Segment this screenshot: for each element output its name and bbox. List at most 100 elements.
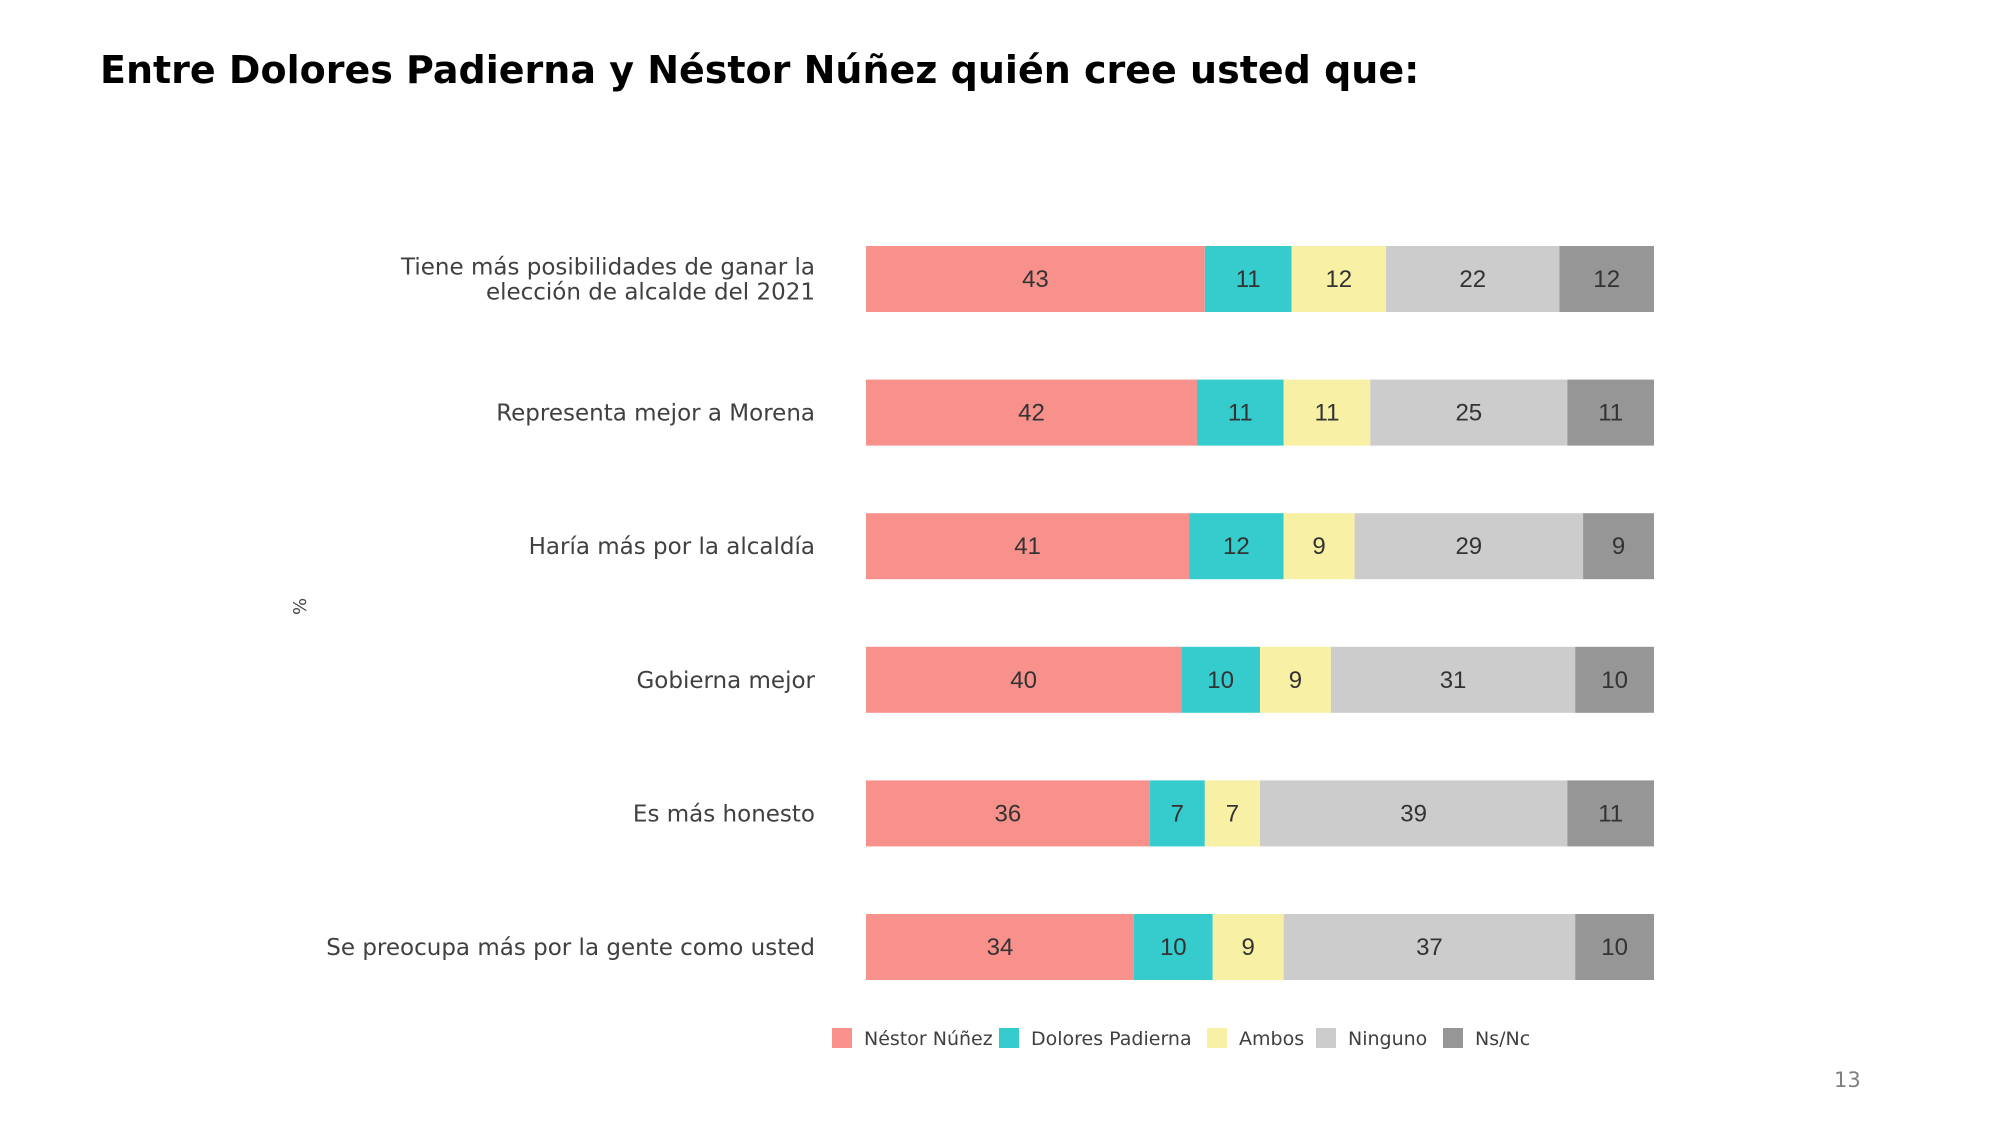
bars-layer: 43 11 12 22 12 42 11 11 25 11 41 12 9 29 9 40 10 9 31 10 36 7… [866, 246, 1654, 980]
data-label: 22 [1459, 266, 1486, 293]
category-label: Se preocupa más por la gente como usted [326, 935, 815, 961]
bar-segment-ns-nc [1575, 914, 1654, 980]
bar-row: 42 11 11 25 11 [866, 379, 1654, 446]
data-label: 9 [1289, 667, 1302, 694]
data-label: 12 [1223, 533, 1250, 560]
data-label: 11 [1598, 800, 1623, 827]
legend-label: Dolores Padierna [1031, 1028, 1192, 1050]
data-label: 10 [1160, 934, 1187, 961]
category-label-line: Tiene más posibilidades de ganar la [400, 255, 815, 281]
legend-item: Ns/Nc [1443, 1028, 1530, 1050]
bar-segment-ninguno [1370, 379, 1568, 446]
category-label: Tiene más posibilidades de ganar la elecc… [400, 255, 815, 306]
bar-segment-ninguno [1386, 246, 1560, 312]
bar-segment-n-stor-n-ez [866, 646, 1182, 713]
legend-swatch [999, 1028, 1019, 1048]
data-label: 25 [1455, 400, 1482, 427]
data-label: 11 [1236, 266, 1261, 293]
bar-segment-ns-nc [1567, 379, 1654, 446]
data-label: 11 [1228, 400, 1253, 427]
data-label: 10 [1207, 667, 1234, 694]
legend-item: Ninguno [1316, 1028, 1427, 1050]
category-label-line: elección de alcalde del 2021 [486, 280, 815, 306]
data-label: 42 [1018, 400, 1045, 427]
legend: Néstor Núñez Dolores Padierna Ambos Ninguno… [832, 1028, 1530, 1050]
bar-segment-dolores-padierna [1204, 246, 1292, 312]
bar-segment-n-stor-n-ez [866, 914, 1134, 980]
bar-segment-n-stor-n-ez [866, 513, 1190, 580]
slide-title: Entre Dolores Padierna y Néstor Núñez qu… [100, 48, 1420, 92]
bar-segment-n-stor-n-ez [866, 379, 1197, 446]
data-label: 9 [1612, 533, 1625, 560]
legend-item: Ambos [1207, 1028, 1304, 1050]
bar-segment-n-stor-n-ez [866, 780, 1150, 847]
legend-swatch [1316, 1028, 1336, 1048]
bar-segment-ambos [1283, 513, 1355, 580]
bar-row: 36 7 7 39 11 [866, 780, 1654, 847]
data-label: 9 [1242, 934, 1255, 961]
page-number: 13 [1834, 1068, 1861, 1092]
category-label-line: Es más honesto [633, 801, 815, 827]
data-label: 29 [1455, 533, 1482, 560]
legend-item: Néstor Núñez [832, 1028, 993, 1050]
legend-item: Dolores Padierna [999, 1028, 1192, 1050]
bar-segment-dolores-padierna [1189, 513, 1284, 580]
data-label: 43 [1022, 266, 1049, 293]
bar-segment-ambos [1212, 914, 1284, 980]
bar-row: 43 11 12 22 12 [866, 246, 1654, 312]
data-label: 36 [994, 800, 1021, 827]
bar-segment-ninguno [1260, 780, 1568, 847]
data-label: 37 [1416, 934, 1443, 961]
bar-segment-ambos [1260, 646, 1331, 713]
data-label: 31 [1440, 667, 1467, 694]
bar-segment-ninguno [1330, 646, 1576, 713]
data-label: 10 [1601, 934, 1628, 961]
bar-segment-n-stor-n-ez [866, 246, 1205, 312]
bar-segment-dolores-padierna [1196, 379, 1284, 446]
data-label: 34 [987, 934, 1014, 961]
legend-swatch [1207, 1028, 1227, 1048]
bar-row: 40 10 9 31 10 [866, 646, 1654, 713]
data-label: 40 [1010, 667, 1037, 694]
bar-segment-ns-nc [1567, 780, 1654, 847]
category-label-line: Se preocupa más por la gente como usted [326, 935, 815, 961]
legend-swatch [1443, 1028, 1463, 1048]
category-label-line: Gobierna mejor [636, 668, 815, 694]
legend-label: Néstor Núñez [864, 1028, 993, 1050]
category-label: Representa mejor a Morena [496, 401, 815, 427]
legend-label: Ninguno [1348, 1028, 1427, 1050]
data-label: 41 [1014, 533, 1041, 560]
bar-row: 41 12 9 29 9 [866, 513, 1654, 580]
legend-label: Ns/Nc [1475, 1028, 1530, 1050]
bar-segment-ns-nc [1575, 646, 1654, 713]
data-label: 7 [1171, 800, 1184, 827]
category-labels: Tiene más posibilidades de ganar la elecc… [326, 255, 815, 962]
bar-segment-ambos [1291, 246, 1387, 312]
data-label: 12 [1325, 266, 1352, 293]
legend-swatch [832, 1028, 852, 1048]
category-label: Haría más por la alcaldía [529, 534, 815, 560]
data-label: 10 [1601, 667, 1628, 694]
data-label: 11 [1598, 400, 1623, 427]
bar-row: 34 10 9 37 10 [866, 914, 1654, 980]
category-label-line: Haría más por la alcaldía [529, 534, 815, 560]
bar-segment-dolores-padierna [1181, 646, 1260, 713]
category-label: Es más honesto [633, 801, 815, 827]
data-label: 39 [1400, 800, 1427, 827]
data-label: 9 [1312, 533, 1325, 560]
bar-segment-dolores-padierna [1133, 914, 1213, 980]
legend-label: Ambos [1239, 1028, 1304, 1050]
bar-segment-ninguno [1354, 513, 1584, 580]
category-label-line: Representa mejor a Morena [496, 401, 815, 427]
bar-segment-ns-nc [1583, 513, 1654, 580]
data-label: 11 [1315, 400, 1340, 427]
bar-segment-ninguno [1283, 914, 1576, 980]
data-label: 12 [1593, 266, 1620, 293]
bar-segment-ns-nc [1559, 246, 1654, 312]
bar-segment-dolores-padierna [1149, 780, 1205, 847]
bar-segment-ambos [1283, 379, 1371, 446]
data-label: 7 [1226, 800, 1239, 827]
bar-segment-ambos [1204, 780, 1260, 847]
category-label: Gobierna mejor [636, 668, 815, 694]
